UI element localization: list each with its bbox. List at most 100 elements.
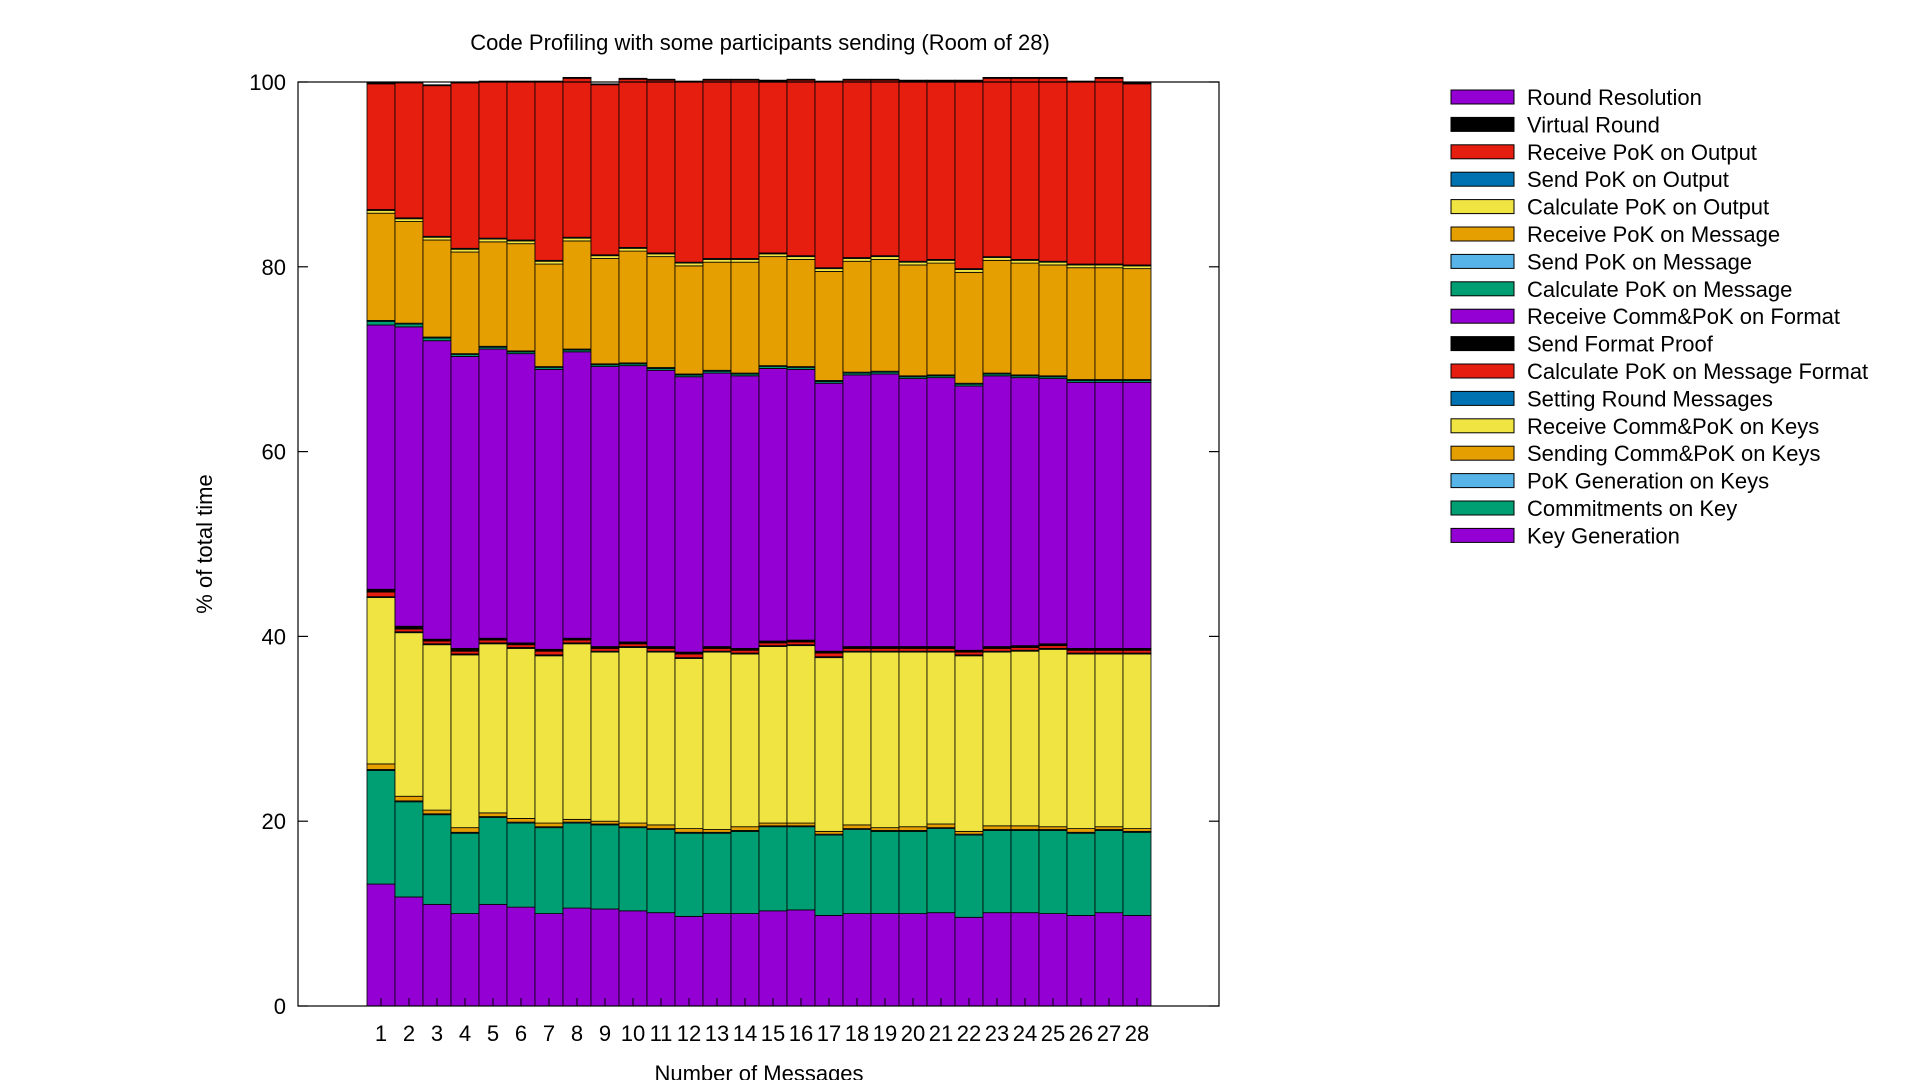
y-tick-label: 80 — [262, 255, 286, 280]
bar-segment — [730, 259, 760, 263]
bar-segment — [786, 826, 816, 911]
bar-segment — [982, 825, 1012, 830]
bar-segment — [534, 260, 564, 265]
bar-segment — [1094, 381, 1124, 649]
bar-segment — [982, 259, 1012, 374]
bar-segment — [1066, 915, 1096, 1007]
x-tick-label: 7 — [543, 1021, 555, 1046]
bar-segment — [1010, 262, 1040, 376]
bar-segment — [814, 915, 844, 1007]
legend-label: Receive Comm&PoK on Keys — [1527, 414, 1819, 439]
bar-segment — [870, 651, 900, 829]
bar-segment — [1010, 259, 1040, 264]
bar-segment — [534, 827, 564, 915]
bar-segment — [646, 78, 676, 81]
bar-segment — [618, 822, 648, 828]
bar-segment — [534, 913, 564, 1007]
bar-segment — [534, 655, 564, 824]
bar-segment — [562, 643, 592, 820]
bar-segment — [562, 351, 592, 639]
x-tick-label: 17 — [817, 1021, 841, 1046]
bar-segment — [618, 643, 648, 647]
plot-frame — [297, 81, 1220, 1007]
bar-segment — [646, 824, 676, 829]
bar-segment — [646, 651, 676, 826]
bar-segment — [674, 658, 704, 829]
bar-segment — [422, 809, 452, 815]
bar-segment — [1066, 267, 1096, 380]
bar-segment — [590, 820, 620, 825]
bar-segment — [758, 646, 788, 824]
bar-segment — [1010, 825, 1040, 830]
x-tick-label: 27 — [1097, 1021, 1121, 1046]
bar-segment — [1122, 831, 1152, 916]
bar-layer — [366, 76, 1152, 1007]
bar-segment — [1094, 76, 1124, 79]
x-tick-label: 8 — [571, 1021, 583, 1046]
bar-segment — [870, 79, 900, 257]
y-tick-label: 100 — [249, 70, 286, 95]
y-tick-label: 20 — [262, 809, 286, 834]
bar-segment — [450, 832, 480, 914]
bar-segment — [590, 84, 620, 256]
bar-segment — [786, 909, 816, 1007]
bar-segment — [674, 376, 704, 653]
bar-segment — [786, 822, 816, 827]
bar-segment — [842, 79, 872, 258]
bar-segment — [954, 80, 984, 270]
bar-segment — [926, 823, 956, 829]
bar-segment — [478, 639, 508, 644]
bar-segment — [394, 221, 424, 324]
bar-segment — [1122, 828, 1152, 832]
x-tick-label: 15 — [761, 1021, 785, 1046]
bar-segment — [898, 79, 928, 82]
legend-swatch — [1450, 308, 1515, 324]
legend-swatch — [1450, 363, 1515, 379]
bar-segment — [926, 80, 956, 260]
legend-swatch — [1450, 144, 1515, 160]
bar-segment — [422, 814, 452, 905]
bar-segment — [1066, 381, 1096, 649]
bar-segment — [590, 908, 620, 1007]
bar-segment — [982, 912, 1012, 1007]
bar-segment — [1094, 912, 1124, 1007]
bar-segment — [1010, 377, 1040, 647]
bar-segment — [982, 76, 1012, 79]
legend-label: Calculate PoK on Message — [1527, 277, 1792, 302]
legend-label: Virtual Round — [1527, 112, 1660, 137]
bar-segment — [702, 78, 732, 81]
bar-segment — [758, 368, 788, 642]
bar-segment — [562, 822, 592, 909]
legend-label: Key Generation — [1527, 523, 1680, 548]
bar-segment — [982, 830, 1012, 914]
bar-segment — [478, 643, 508, 814]
bar-segment — [394, 896, 424, 1007]
bar-segment — [1122, 653, 1152, 829]
bar-segment — [898, 830, 928, 915]
bar-segment — [842, 260, 872, 373]
x-tick-label: 19 — [873, 1021, 897, 1046]
bar-segment — [478, 812, 508, 817]
bar-segment — [506, 81, 536, 241]
bar-segment — [926, 651, 956, 825]
x-tick-label: 3 — [431, 1021, 443, 1046]
bar-segment — [422, 85, 452, 237]
bar-segment — [758, 822, 788, 827]
bar-segment — [646, 648, 676, 652]
bar-segment — [814, 652, 844, 658]
bar-segment — [478, 81, 508, 239]
x-tick-label: 12 — [677, 1021, 701, 1046]
bar-segment — [618, 77, 648, 80]
bar-segment — [814, 271, 844, 381]
bar-segment — [506, 818, 536, 823]
bar-segment — [814, 830, 844, 835]
bar-segment — [1066, 264, 1096, 269]
bar-segment — [674, 832, 704, 917]
legend-swatch — [1450, 527, 1515, 543]
bar-segment — [534, 368, 564, 650]
bar-segment — [758, 253, 788, 258]
bar-segment — [954, 916, 984, 1007]
bar-segment — [898, 264, 928, 377]
bar-segment — [534, 263, 564, 367]
bar-segment — [926, 377, 956, 647]
